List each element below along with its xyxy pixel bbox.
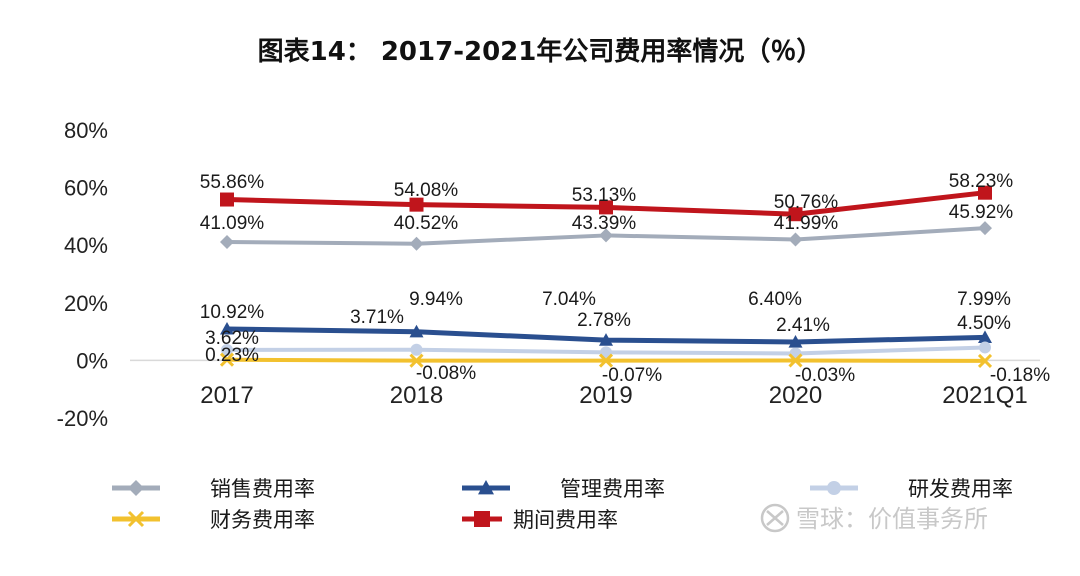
data-label: 43.39% [572,213,637,234]
data-point [788,353,803,368]
y-tick-label: 60% [64,176,108,201]
legend-marker [474,511,490,527]
y-tick-label: 80% [64,118,108,143]
data-label: -0.07% [602,365,662,386]
y-tick-label: 40% [64,233,108,258]
legend-label: 研发费用率 [908,477,1013,501]
y-tick-label: 0% [76,348,108,373]
data-label: 40.52% [394,213,459,234]
data-point [220,321,234,335]
data-point [978,330,992,343]
data-label: 45.92% [949,202,1014,223]
data-point [220,192,234,207]
data-point [979,341,991,354]
x-axis-category-labels: 2017 2018 2019 2020 2021Q1 [200,382,1027,409]
data-point [219,352,235,367]
data-label: 53.13% [572,185,637,206]
data-point [220,235,234,250]
xueqiu-logo-icon [760,503,790,533]
data-label: 7.04% [542,289,596,310]
data-point [788,232,803,247]
data-point [598,353,614,368]
data-point [410,343,423,356]
data-point [788,207,803,222]
data-point [409,324,424,338]
x-category-label: 2019 [579,382,632,409]
legend-item: 管理费用率 [462,477,665,501]
data-point [977,353,993,368]
legend-item: 销售费用率 [112,477,315,501]
watermark-text: 雪球：价值事务所 [796,505,988,533]
data-point [409,353,424,368]
data-point [978,221,992,236]
data-label: 41.99% [774,213,839,234]
data-label: 3.71% [350,307,404,328]
x-category-label: 2018 [390,382,443,409]
data-label: 55.86% [200,172,265,193]
data-point [409,236,424,251]
data-label: 9.94% [409,289,463,310]
data-label: 2.78% [577,310,631,331]
legend-label: 财务费用率 [210,508,315,532]
legend-item: 研发费用率 [810,477,1013,501]
data-label: 54.08% [394,180,459,201]
chart-title: 图表14： 2017-2021年公司费用率情况（％） [258,36,823,67]
y-axis-tick-labels: -20% 0% 20% 40% 60% 80% [57,118,108,431]
data-label: 3.62% [205,328,259,349]
data-label: 4.50% [957,313,1011,334]
data-label: 7.99% [957,289,1011,310]
data-label: -0.03% [795,365,855,386]
legend-item: 期间费用率 [462,508,618,532]
legend-label: 期间费用率 [513,508,618,532]
data-point [600,346,612,359]
x-category-label: 2021Q1 [942,382,1027,409]
data-label: 0.23% [205,345,259,366]
series-markers [219,185,993,368]
data-point [788,334,803,348]
x-category-label: 2020 [769,382,822,409]
data-label: 41.09% [200,213,265,234]
data-label: -0.08% [416,363,476,384]
legend-marker [128,480,144,496]
y-tick-label: 20% [64,291,108,316]
data-label: 10.92% [200,302,265,323]
legend-marker [127,510,145,528]
data-labels: 41.09% 40.52% 43.39% 41.99% 45.92% 10.92% 9.94… [200,171,1050,386]
legend-item: 财务费用率 [112,508,315,532]
watermark: 雪球：价值事务所 [760,503,988,533]
data-label: 50.76% [774,192,839,213]
legend-label: 管理费用率 [560,477,665,501]
data-label: 58.23% [949,171,1014,192]
legend-label: 销售费用率 [210,477,315,501]
y-tick-label: -20% [57,406,108,431]
data-point [599,228,613,243]
data-label: -0.18% [990,365,1050,386]
data-label: 2.41% [776,315,830,336]
data-label: 6.40% [748,289,802,310]
data-point [599,200,613,215]
data-point [221,343,233,356]
legend-marker [478,480,494,495]
data-point [409,197,424,212]
x-category-label: 2017 [200,382,253,409]
data-point [599,333,613,346]
data-point [978,185,992,200]
legend-marker [827,481,841,495]
